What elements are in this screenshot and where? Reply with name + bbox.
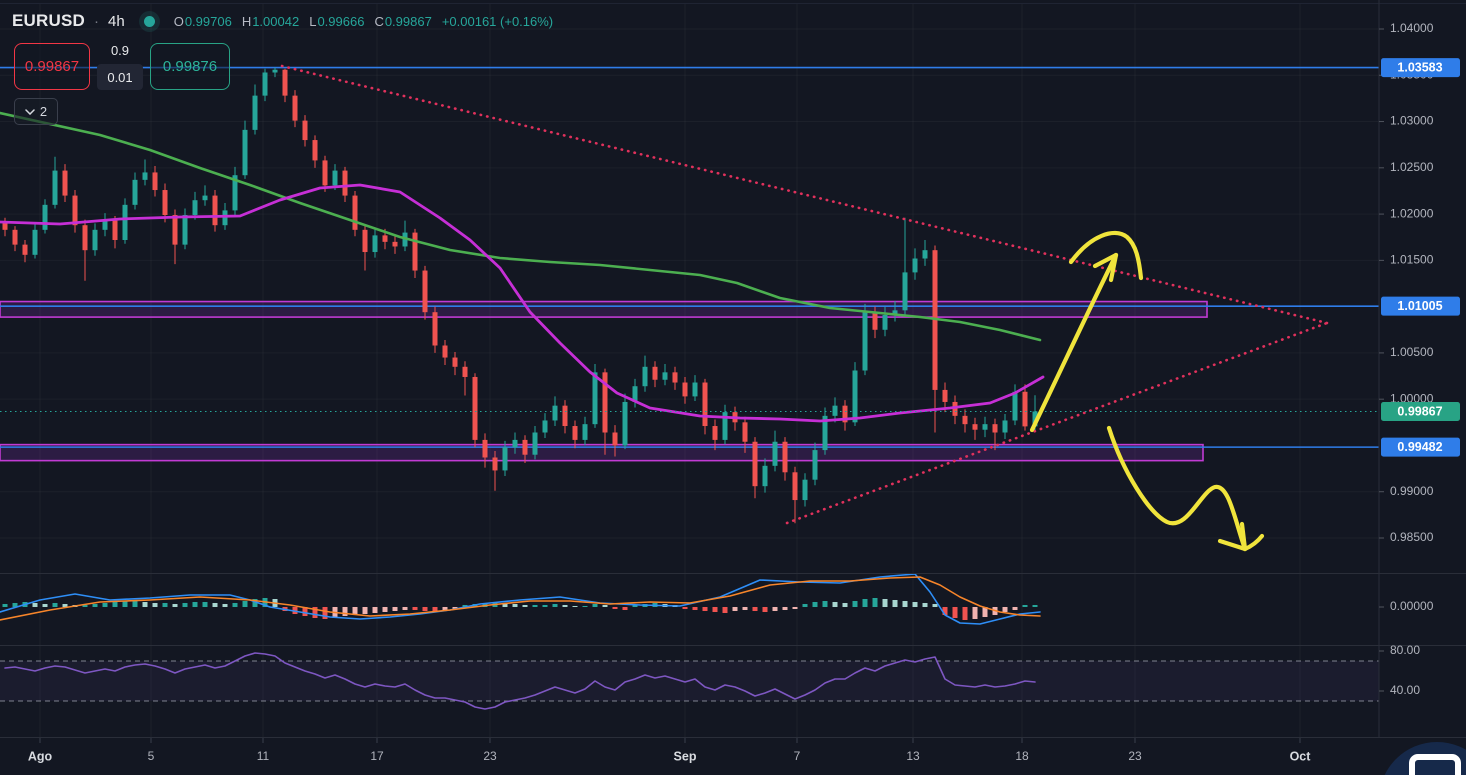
svg-text:1.01500: 1.01500 — [1390, 253, 1434, 267]
grid-lines — [0, 4, 1379, 737]
change-value: +0.00161 (+0.16%) — [441, 13, 554, 29]
svg-text:23: 23 — [1128, 749, 1142, 763]
svg-text:23: 23 — [483, 749, 497, 763]
svg-text:17: 17 — [370, 749, 384, 763]
horizontal-price-lines — [0, 66, 1379, 448]
collapse-count: 2 — [39, 104, 48, 119]
price-axis-badges: 1.03583 1.01005 0.99867 0.99482 — [1381, 58, 1460, 457]
svg-text:1.03000: 1.03000 — [1390, 114, 1434, 128]
price-badge — [1381, 296, 1460, 316]
spread-value: 0.9 — [110, 43, 130, 58]
svg-text:13: 13 — [906, 749, 920, 763]
symbol-name[interactable]: EURUSD — [12, 11, 85, 30]
svg-text:0.00000: 0.00000 — [1390, 599, 1434, 613]
sell-button[interactable]: 0.99867 — [14, 43, 90, 90]
price-badge — [1381, 58, 1460, 78]
lot-size-value: 0.01 — [107, 69, 133, 85]
close-value: 0.99867 — [384, 13, 432, 29]
low-value: 0.99666 — [317, 13, 365, 29]
svg-text:7: 7 — [794, 749, 801, 763]
svg-text:0.98500: 0.98500 — [1390, 530, 1434, 544]
low-label: L — [309, 13, 317, 29]
time-axis[interactable]: Ago 5 11 17 23 Sep 7 13 18 23 Oct — [28, 738, 1311, 763]
lot-size-field[interactable]: 0.01 — [97, 64, 143, 90]
moving-averages — [0, 111, 1045, 423]
svg-text:1.03583: 1.03583 — [1397, 60, 1442, 74]
svg-text:0.99482: 0.99482 — [1397, 440, 1442, 454]
svg-text:1.04000: 1.04000 — [1390, 21, 1434, 35]
trade-panel: 0.99867 0.9 0.01 0.99876 — [14, 43, 230, 90]
pane-separators — [0, 0, 1466, 738]
svg-text:1.01005: 1.01005 — [1397, 299, 1442, 313]
svg-text:1.02000: 1.02000 — [1390, 206, 1434, 220]
broker-logo — [1384, 742, 1466, 775]
svg-text:Ago: Ago — [28, 749, 53, 763]
svg-text:Sep: Sep — [674, 749, 697, 763]
open-label: O — [173, 13, 184, 29]
svg-text:Oct: Oct — [1290, 749, 1312, 763]
high-label: H — [241, 13, 252, 29]
svg-text:1.00500: 1.00500 — [1390, 345, 1434, 359]
logo-square-icon — [1409, 754, 1461, 775]
market-status-dot-icon — [143, 15, 155, 27]
price-axis[interactable]: 1.040001.035001.030001.025001.020001.015… — [1379, 21, 1434, 697]
svg-text:0.99867: 0.99867 — [1397, 404, 1442, 418]
spread-lot-column: 0.9 0.01 — [97, 43, 143, 90]
svg-text:5: 5 — [148, 749, 155, 763]
open-value: 0.99706 — [184, 13, 232, 29]
object-tree-collapse-button[interactable]: 2 — [14, 98, 58, 125]
high-value: 1.00042 — [252, 13, 300, 29]
svg-text:11: 11 — [257, 749, 270, 763]
ohlc-readout: O 0.99706 H 1.00042 L 0.99666 C 0.99867 +0.0… — [174, 14, 553, 29]
sell-price: 0.99867 — [24, 58, 80, 75]
projection-arrows — [1029, 231, 1265, 552]
svg-text:80.00: 80.00 — [1390, 643, 1420, 657]
svg-text:1.00000: 1.00000 — [1390, 391, 1434, 405]
svg-text:40.00: 40.00 — [1390, 683, 1420, 697]
chevron-down-icon — [25, 108, 35, 115]
macd-pane — [0, 573, 1041, 625]
price-badge — [1381, 437, 1460, 457]
svg-text:0.99000: 0.99000 — [1390, 484, 1434, 498]
price-badge — [1381, 401, 1460, 421]
buy-price: 0.99876 — [162, 58, 218, 75]
timeframe-label[interactable]: 4h — [108, 12, 125, 30]
symbol-header: EURUSD · 4h O 0.99706 H 1.00042 L 0.99666 C… — [12, 8, 553, 34]
symbol-separator: · — [94, 12, 99, 30]
svg-text:1.02500: 1.02500 — [1390, 160, 1434, 174]
rsi-pane — [0, 652, 1379, 710]
trend-lines — [280, 64, 1329, 525]
buy-button[interactable]: 0.99876 — [150, 43, 230, 90]
close-label: C — [374, 13, 384, 29]
svg-text:18: 18 — [1015, 749, 1029, 763]
